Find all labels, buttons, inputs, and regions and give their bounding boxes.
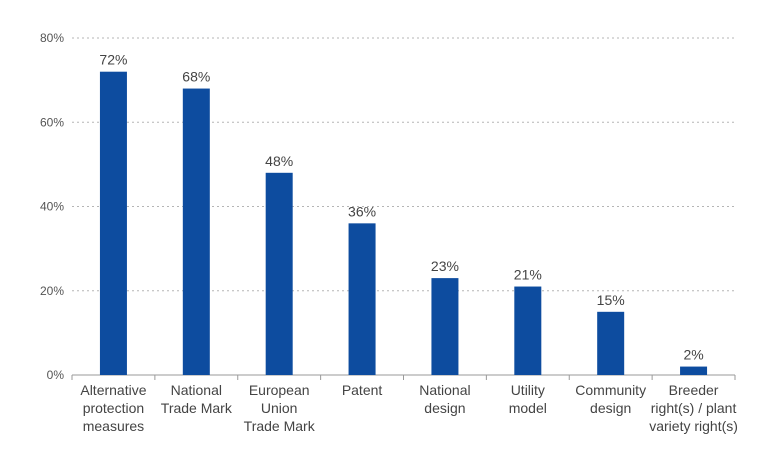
bar [514, 286, 542, 375]
category-label-line: Union [261, 400, 298, 416]
y-tick-label: 20% [40, 284, 64, 298]
bar [680, 366, 708, 375]
category-label-line: Community [575, 382, 646, 398]
data-label: 15% [597, 292, 625, 308]
category-label-line: protection [83, 400, 144, 416]
category-label: Community design [575, 382, 646, 416]
y-tick-label: 0% [47, 368, 65, 382]
category-label-line: Alternative [80, 382, 146, 398]
category-label-line: Breeder [669, 382, 719, 398]
category-label-line: variety right(s) [649, 418, 738, 434]
category-label-line: model [509, 400, 547, 416]
bar [597, 311, 625, 375]
bar [265, 172, 293, 375]
category-label: European Union Trade Mark [244, 382, 316, 434]
category-label: Patent [342, 382, 383, 398]
y-axis-ticks: 0% 20% 40% 60% 80% [40, 31, 64, 382]
bar [99, 71, 127, 375]
data-label: 68% [182, 69, 210, 85]
category-label-line: National [171, 382, 222, 398]
category-label: National Trade Mark [161, 382, 233, 416]
y-tick-label: 40% [40, 200, 64, 214]
data-label: 21% [514, 267, 542, 283]
bars [99, 71, 708, 376]
category-label-line: European [249, 382, 310, 398]
category-label-line: Trade Mark [244, 418, 316, 434]
category-label: National design [419, 382, 470, 416]
y-tick-label: 80% [40, 31, 64, 45]
category-label-line: measures [83, 418, 144, 434]
category-label-line: design [424, 400, 465, 416]
data-label: 2% [683, 347, 703, 363]
bar [182, 88, 210, 376]
y-tick-label: 60% [40, 115, 64, 129]
category-label-line: National [419, 382, 470, 398]
bar [348, 223, 376, 375]
category-label-line: design [590, 400, 631, 416]
data-label: 72% [99, 52, 127, 68]
grid-layer [71, 37, 736, 380]
data-label: 48% [265, 153, 293, 169]
bar [431, 278, 459, 375]
category-label-line: Utility [511, 382, 545, 398]
category-label: Alternative protection measures [80, 382, 146, 434]
category-label-line: right(s) / plant [651, 400, 737, 416]
category-label: Utility model [509, 382, 547, 416]
data-label: 36% [348, 203, 376, 219]
category-label: Breeder right(s) / plant variety right(s) [649, 382, 738, 434]
category-label-line: Trade Mark [161, 400, 233, 416]
category-label-line: Patent [342, 382, 383, 398]
data-label: 23% [431, 258, 459, 274]
data-labels: 72% 68% 48% 36% 23% 21% 15% 2% [99, 52, 703, 363]
category-labels: Alternative protection measures National Tra… [80, 382, 738, 434]
